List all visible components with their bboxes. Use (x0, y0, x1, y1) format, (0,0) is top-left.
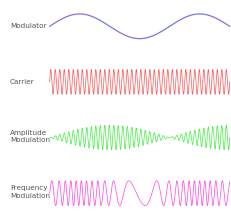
Text: Amplitude
Modulation: Amplitude Modulation (10, 130, 50, 143)
Text: Carrier: Carrier (10, 79, 35, 85)
Text: Modulator: Modulator (10, 23, 46, 29)
Text: Frequency
Modulation: Frequency Modulation (10, 185, 50, 199)
